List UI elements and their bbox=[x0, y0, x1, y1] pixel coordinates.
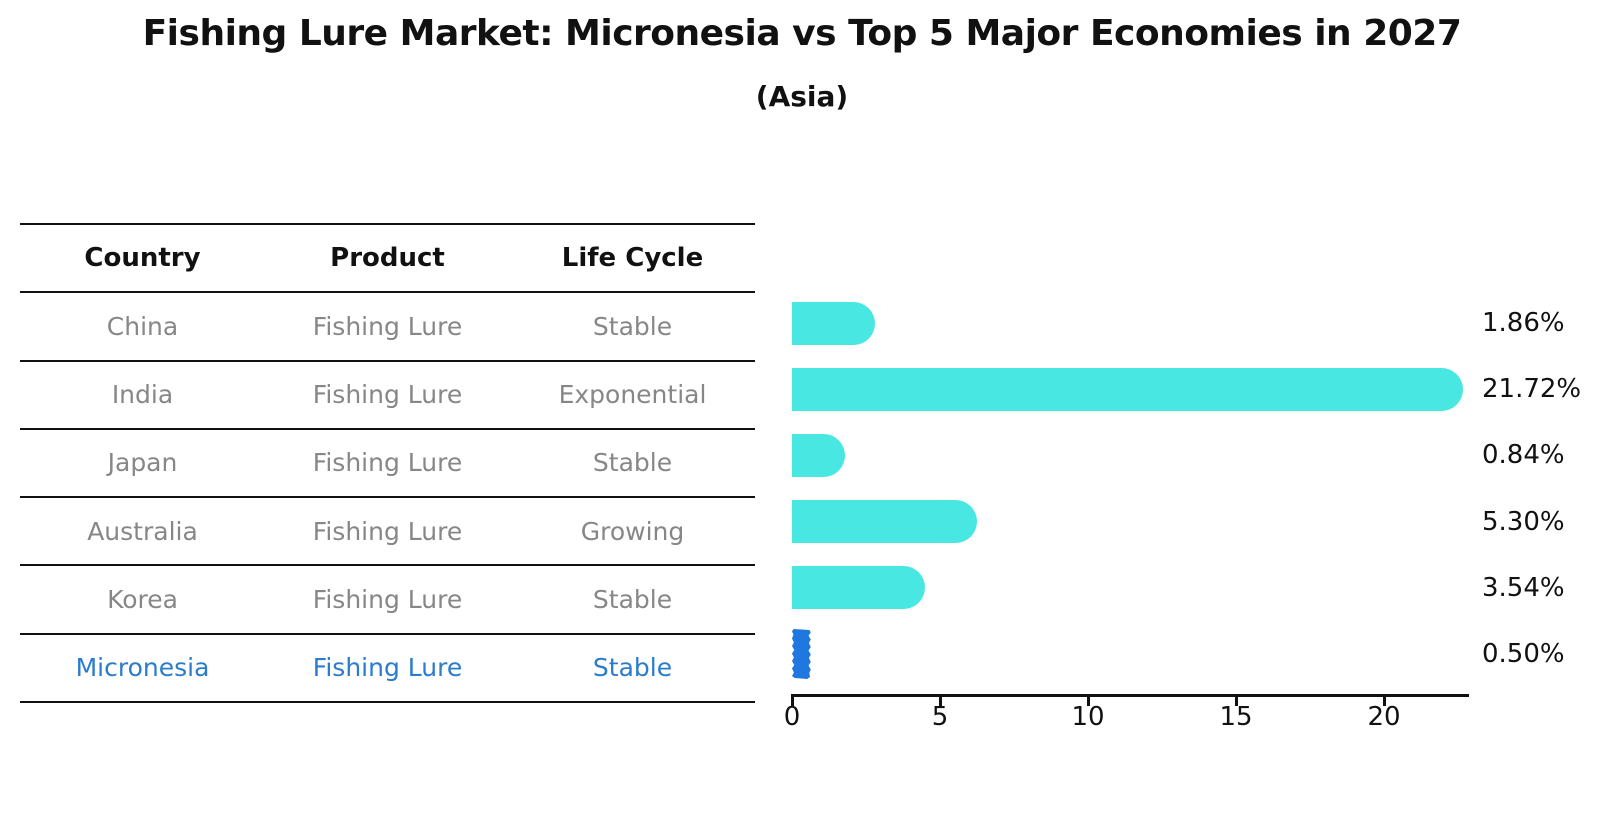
table-row-australia: Australia Fishing Lure Growing bbox=[20, 496, 755, 564]
column-header-product: Product bbox=[330, 242, 445, 273]
bar-row-korea bbox=[792, 555, 1468, 621]
product-cell: Fishing Lure bbox=[312, 653, 463, 683]
country-cell: Japan bbox=[107, 448, 178, 478]
country-cell: Australia bbox=[87, 516, 198, 546]
country-cell: India bbox=[111, 379, 174, 409]
x-axis-tick bbox=[791, 697, 794, 706]
value-label-micronesia: 0.50% bbox=[1482, 638, 1565, 669]
table-header-row: Country Product Life Cycle bbox=[20, 223, 755, 291]
table-row-india: India Fishing Lure Exponential bbox=[20, 359, 755, 428]
bar-china bbox=[792, 301, 876, 345]
x-axis bbox=[791, 694, 1469, 697]
chart-subtitle: (Asia) bbox=[755, 80, 849, 113]
x-axis-tick bbox=[939, 697, 942, 706]
table-row-china: China Fishing Lure Stable bbox=[20, 291, 755, 359]
life-cycle-cell: Stable bbox=[592, 653, 673, 683]
value-label-japan: 0.84% bbox=[1482, 440, 1565, 471]
life-cycle-cell: Stable bbox=[592, 448, 673, 478]
bar-row-micronesia bbox=[792, 621, 1468, 687]
x-axis-tick-label: 15 bbox=[1219, 702, 1253, 732]
table-row-korea: Korea Fishing Lure Stable bbox=[20, 564, 755, 632]
comparison-table: Country Product Life Cycle China Fishing… bbox=[20, 223, 755, 704]
life-cycle-cell: Stable bbox=[592, 311, 673, 341]
value-labels: 1.86% 21.72% 0.84% 5.30% 3.54% 0.50% bbox=[1482, 290, 1602, 687]
product-cell: Fishing Lure bbox=[312, 516, 463, 546]
value-label-china: 1.86% bbox=[1482, 308, 1565, 339]
column-header-country: Country bbox=[84, 242, 201, 273]
country-cell: Korea bbox=[107, 584, 178, 614]
x-axis-tick-label: 10 bbox=[1071, 702, 1105, 732]
country-cell: Micronesia bbox=[75, 653, 210, 683]
value-label-korea: 3.54% bbox=[1482, 572, 1565, 603]
bar-micronesia bbox=[792, 628, 811, 679]
value-label-australia: 5.30% bbox=[1482, 506, 1565, 537]
life-cycle-cell: Stable bbox=[592, 584, 673, 614]
bar-row-india bbox=[792, 356, 1468, 422]
chart-title: Fishing Lure Market: Micronesia vs Top 5… bbox=[142, 13, 1462, 54]
bar-australia bbox=[792, 500, 977, 544]
x-axis-tick-label: 20 bbox=[1367, 702, 1401, 732]
column-header-life-cycle: Life Cycle bbox=[561, 242, 704, 273]
product-cell: Fishing Lure bbox=[312, 311, 463, 341]
life-cycle-cell: Exponential bbox=[558, 379, 707, 409]
bar-row-japan bbox=[792, 422, 1468, 488]
table-row-japan: Japan Fishing Lure Stable bbox=[20, 427, 755, 496]
table-row-micronesia: Micronesia Fishing Lure Stable bbox=[20, 632, 755, 701]
bar-japan bbox=[792, 433, 845, 477]
product-cell: Fishing Lure bbox=[312, 448, 463, 478]
life-cycle-cell: Growing bbox=[580, 516, 685, 546]
bar-row-australia bbox=[792, 489, 1468, 555]
product-cell: Fishing Lure bbox=[312, 584, 463, 614]
bar-chart-plot-area bbox=[792, 290, 1468, 687]
product-cell: Fishing Lure bbox=[312, 379, 463, 409]
x-axis-tick bbox=[1383, 697, 1386, 706]
x-axis-tick-label: 0 bbox=[783, 702, 801, 732]
x-axis-tick bbox=[1235, 697, 1238, 706]
bar-row-china bbox=[792, 290, 1468, 356]
country-cell: China bbox=[106, 311, 179, 341]
value-label-india: 21.72% bbox=[1482, 374, 1582, 405]
x-axis-tick-label: 5 bbox=[931, 702, 949, 732]
x-axis-tick bbox=[1087, 697, 1090, 706]
bar-korea bbox=[792, 566, 925, 610]
bar-india bbox=[792, 367, 1463, 411]
